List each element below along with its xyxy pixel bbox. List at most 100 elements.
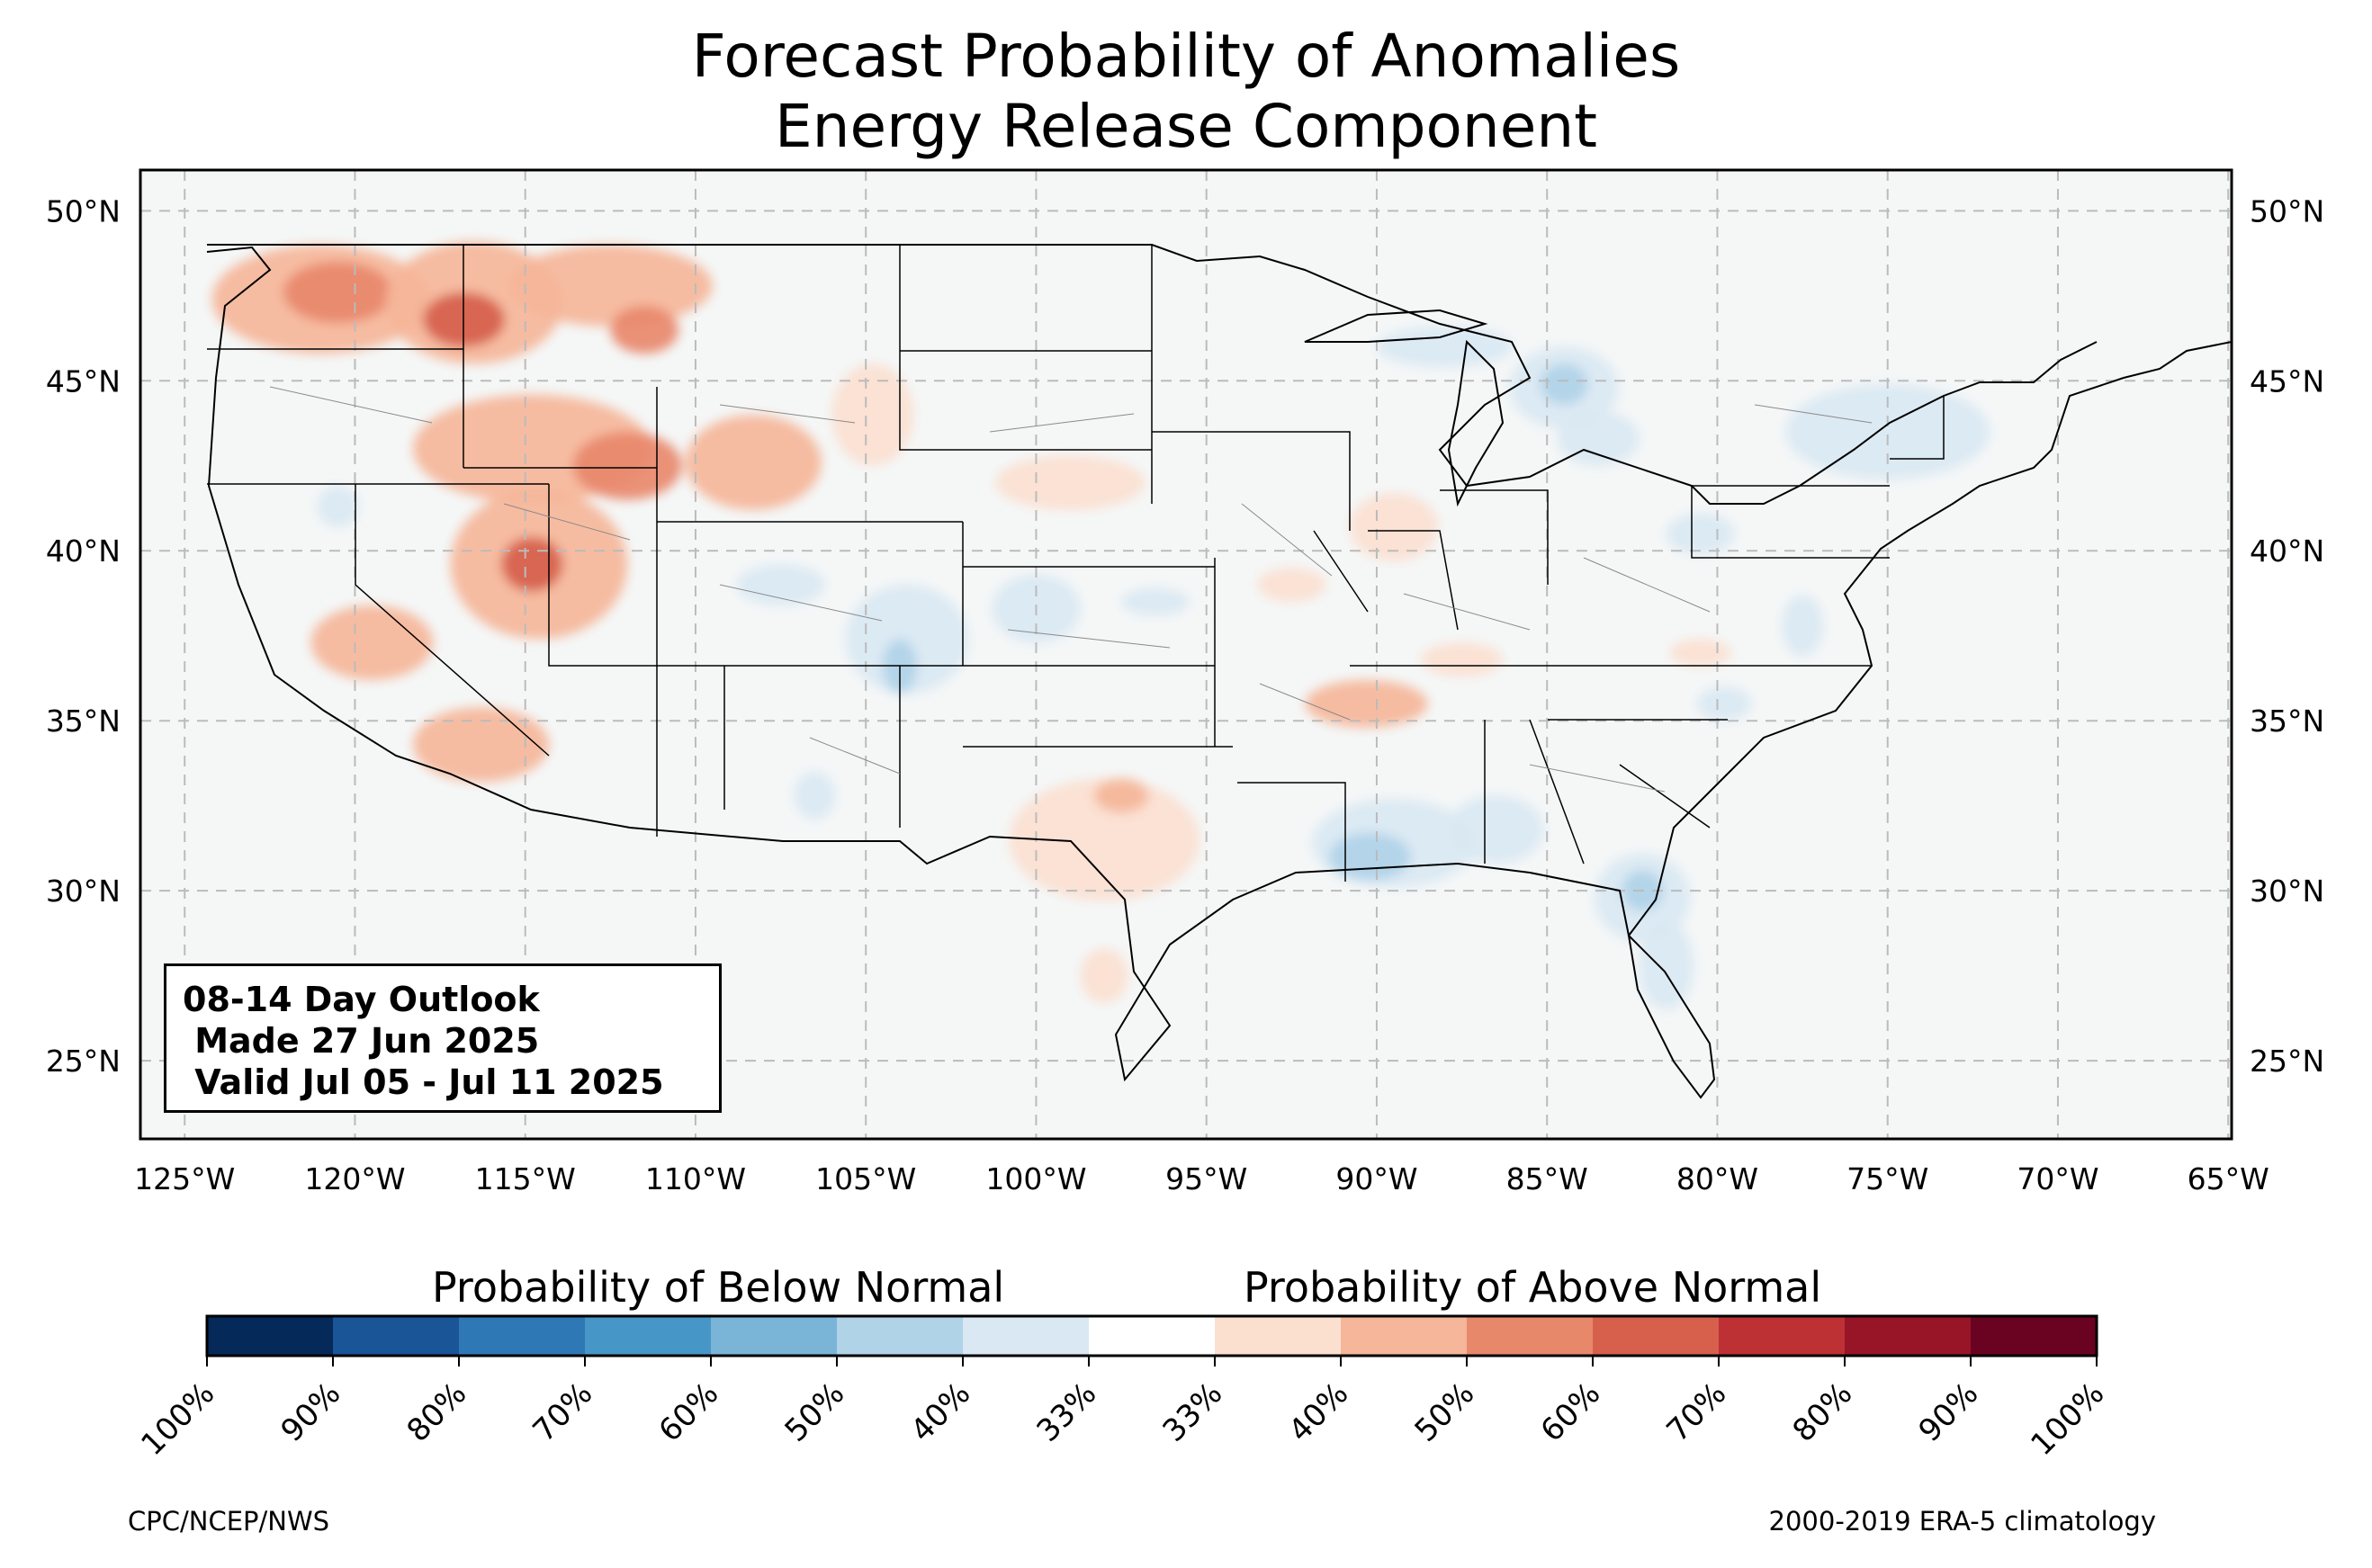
map-title: Forecast Probability of Anomalies <box>691 22 1681 91</box>
outlook-info-box: 08-14 Day Outlook Made 27 Jun 2025 Valid… <box>164 963 722 1113</box>
above-normal-area <box>310 605 434 680</box>
colorbar-swatch <box>459 1316 585 1356</box>
below-normal-label: Probability of Below Normal <box>432 1263 1005 1312</box>
colorbar-tick-label: 80% <box>1786 1375 1860 1449</box>
longitude-tick-label: 80°W <box>1676 1161 1758 1196</box>
footer-source: CPC/NCEP/NWS <box>128 1506 330 1537</box>
colorbar-swatch <box>1467 1316 1593 1356</box>
latitude-tick-label-right: 25°N <box>2250 1044 2324 1079</box>
anomaly-areas <box>211 241 1990 1010</box>
above-normal-label: Probability of Above Normal <box>1244 1263 1822 1312</box>
colorbar-tick-label: 40% <box>904 1375 978 1449</box>
colorbar-tick-label: 70% <box>1660 1375 1734 1449</box>
colorbar-swatch <box>1593 1316 1719 1356</box>
colorbar-swatch <box>711 1316 837 1356</box>
above-normal-area <box>1080 948 1128 1003</box>
above-normal-area <box>508 245 713 327</box>
longitude-ticks: 125°W 120°W 115°W 110°W 105°W 100°W 95°W 90°W 85… <box>134 1161 2269 1196</box>
colorbar-tick-label: 40% <box>1282 1375 1356 1449</box>
below-normal-area <box>1376 326 1514 368</box>
longitude-tick-label: 115°W <box>475 1161 576 1196</box>
colorbar-swatch <box>1215 1316 1341 1356</box>
county-lines <box>269 386 1873 793</box>
outlook-period: 08-14 Day Outlook <box>183 980 540 1019</box>
outlook-made-date: Made 27 Jun 2025 <box>183 1021 540 1061</box>
longitude-tick-label: 110°W <box>645 1161 746 1196</box>
colorbar-tick-label: 80% <box>400 1375 474 1449</box>
latitude-tick-label-right: 45°N <box>2250 363 2324 399</box>
colorbar-tick-label: 33% <box>1156 1375 1230 1449</box>
outlook-valid-range: Valid Jul 05 - Jul 11 2025 <box>183 1062 664 1102</box>
colorbar: 100% 90% 80% 70% 60% 50% 40% 33% 33% 40% 50% 60% 70%… <box>134 1314 2111 1463</box>
latitude-tick-label-left: 35°N <box>46 703 121 739</box>
canada-border <box>207 244 2098 505</box>
state-borders <box>207 245 1945 882</box>
longitude-tick-label: 90°W <box>1335 1161 1417 1196</box>
below-normal-area <box>1448 795 1544 864</box>
above-normal-area <box>1349 493 1439 561</box>
longitude-tick-label: 105°W <box>815 1161 916 1196</box>
below-normal-area <box>317 486 359 527</box>
below-normal-area <box>1328 832 1411 881</box>
below-normal-area <box>1785 384 1990 479</box>
longitude-tick-label: 95°W <box>1165 1161 1247 1196</box>
above-normal-area <box>685 415 822 510</box>
colorbar-tick-label: 100% <box>134 1375 221 1463</box>
colorbar-tick-label: 60% <box>1534 1375 1608 1449</box>
below-normal-area <box>794 771 836 820</box>
above-normal-area <box>1669 639 1731 667</box>
colorbar-tick-label: 70% <box>526 1375 600 1449</box>
longitude-tick-label: 125°W <box>134 1161 235 1196</box>
above-normal-area <box>1257 568 1326 602</box>
below-normal-area <box>1666 513 1735 555</box>
colorbar-tick-label: 50% <box>778 1375 852 1449</box>
colorbar-tick-label: 60% <box>652 1375 726 1449</box>
below-normal-area <box>1540 363 1588 405</box>
above-normal-area <box>283 262 393 324</box>
below-normal-area <box>1696 686 1752 721</box>
colorbar-swatch <box>1089 1316 1215 1356</box>
colorbar-tick-label: 100% <box>2024 1375 2111 1463</box>
above-normal-area <box>1009 778 1200 901</box>
longitude-tick-label: 75°W <box>1846 1161 1928 1196</box>
above-normal-area <box>1093 778 1149 813</box>
latitude-ticks: 25°N 25°N 30°N 30°N 35°N 35°N 40°N 40°N 45°N 45°N… <box>46 193 2324 1079</box>
colorbar-frame <box>205 1314 2098 1357</box>
footer-climatology: 2000-2019 ERA-5 climatology <box>1768 1506 2156 1537</box>
latitude-tick-label-left: 40°N <box>46 533 121 569</box>
longitude-tick-label: 70°W <box>2017 1161 2098 1196</box>
latitude-tick-label-right: 40°N <box>2250 533 2324 569</box>
colorbar-swatch <box>1971 1316 2097 1356</box>
longitude-tick-label: 100°W <box>985 1161 1086 1196</box>
latitude-tick-label-right: 35°N <box>2250 703 2324 739</box>
below-normal-area <box>736 564 825 605</box>
above-normal-area <box>831 363 914 466</box>
colorbar-swatch <box>585 1316 711 1356</box>
above-normal-area <box>1421 642 1504 677</box>
colorbar-tick-label: 33% <box>1030 1375 1104 1449</box>
colorbar-swatch <box>837 1316 963 1356</box>
above-normal-area <box>995 455 1146 510</box>
latitude-tick-label-left: 30°N <box>46 874 121 909</box>
latitude-tick-label-left: 45°N <box>46 363 121 399</box>
lake-michigan-outline <box>1447 339 1505 507</box>
above-normal-area <box>1305 679 1428 728</box>
latitude-tick-label-right: 30°N <box>2250 874 2324 909</box>
colorbar-swatch <box>207 1316 333 1356</box>
below-normal-area <box>1639 921 1694 1010</box>
colorbar-swatch <box>963 1316 1089 1356</box>
colorbar-swatch <box>1719 1316 1845 1356</box>
above-normal-area <box>610 306 679 354</box>
colorbar-tick-label: 50% <box>1408 1375 1482 1449</box>
colorbar-swatch <box>1845 1316 1971 1356</box>
map-subtitle: Energy Release Component <box>774 92 1598 161</box>
above-normal-area <box>572 431 682 500</box>
longitude-tick-label: 85°W <box>1506 1161 1588 1196</box>
us-outline <box>206 246 2232 1099</box>
colorbar-swatch <box>1341 1316 1467 1356</box>
colorbar-tick-label: 90% <box>274 1375 348 1449</box>
colorbar-tick-label: 90% <box>1912 1375 1986 1449</box>
above-normal-area <box>501 537 563 592</box>
below-normal-area <box>1121 587 1190 616</box>
